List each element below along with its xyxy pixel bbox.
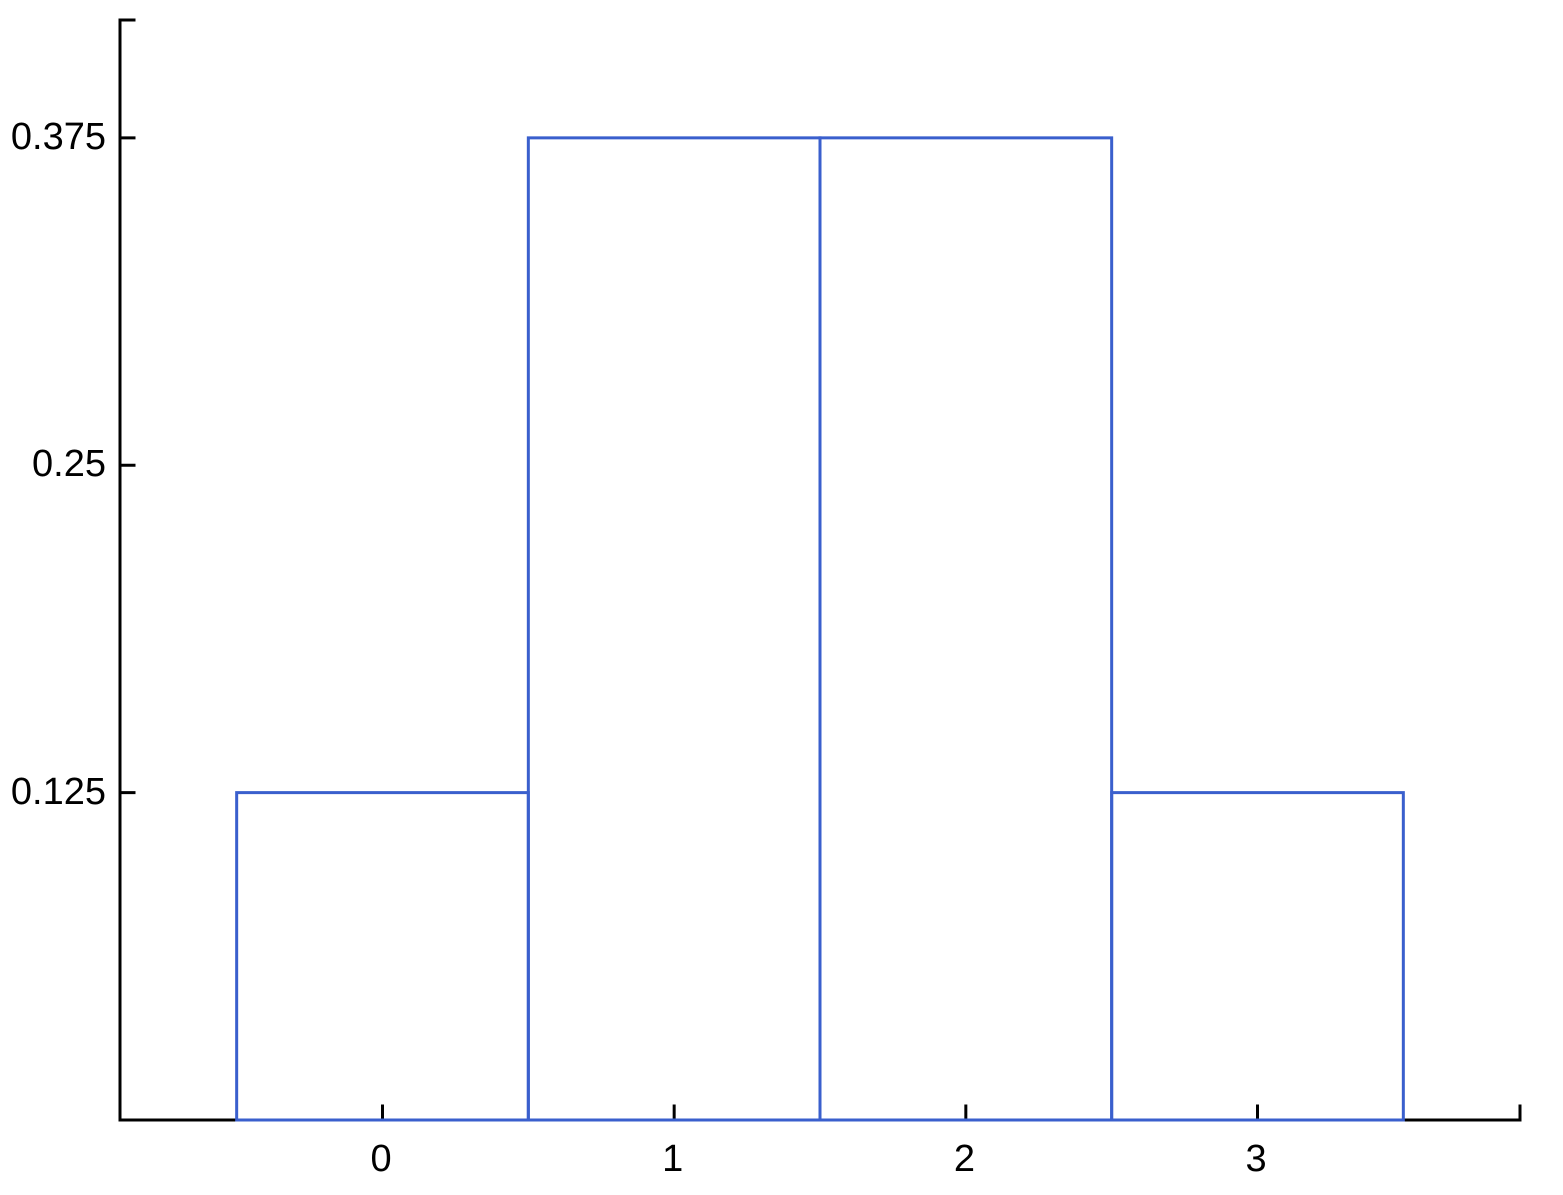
y-tick-label: 0.375 — [11, 116, 106, 159]
histogram-chart: 0.125 0.25 0.375 0 1 2 3 — [0, 0, 1563, 1195]
y-tick-label: 0.25 — [32, 443, 106, 486]
x-tick-label: 2 — [954, 1138, 975, 1181]
x-tick-label: 3 — [1246, 1138, 1267, 1181]
chart-svg — [0, 0, 1563, 1195]
x-tick-label: 0 — [371, 1138, 392, 1181]
x-tick-label: 1 — [662, 1138, 683, 1181]
y-tick-label: 0.125 — [11, 771, 106, 814]
